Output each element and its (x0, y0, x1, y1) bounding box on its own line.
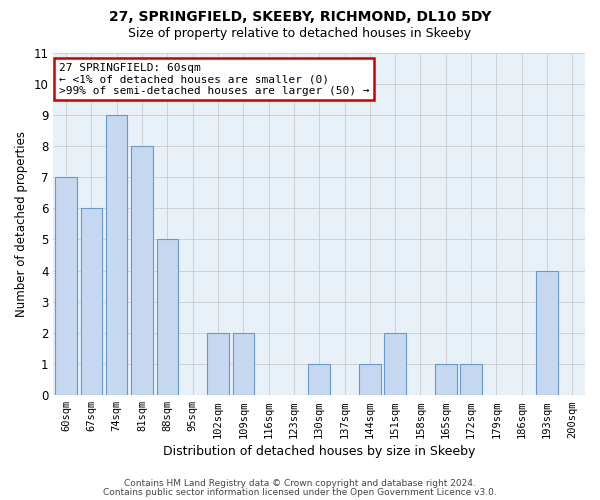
Bar (106, 115, 127, 395)
Text: Contains HM Land Registry data © Crown copyright and database right 2024.: Contains HM Land Registry data © Crown c… (124, 478, 476, 488)
Text: 27 SPRINGFIELD: 60sqm
← <1% of detached houses are smaller (0)
>99% of semi-deta: 27 SPRINGFIELD: 60sqm ← <1% of detached … (59, 63, 369, 96)
Bar (385, 333, 406, 395)
Bar (359, 364, 380, 395)
X-axis label: Distribution of detached houses by size in Skeeby: Distribution of detached houses by size … (163, 444, 475, 458)
Bar (207, 333, 229, 395)
Bar (80, 208, 102, 395)
Bar (536, 270, 558, 395)
Bar (131, 146, 153, 395)
Text: Contains public sector information licensed under the Open Government Licence v3: Contains public sector information licen… (103, 488, 497, 497)
Bar (157, 240, 178, 395)
Bar (308, 364, 330, 395)
Text: 27, SPRINGFIELD, SKEEBY, RICHMOND, DL10 5DY: 27, SPRINGFIELD, SKEEBY, RICHMOND, DL10 … (109, 10, 491, 24)
Text: Size of property relative to detached houses in Skeeby: Size of property relative to detached ho… (128, 28, 472, 40)
Bar (460, 364, 482, 395)
Y-axis label: Number of detached properties: Number of detached properties (15, 131, 28, 317)
Bar (435, 364, 457, 395)
Bar (233, 333, 254, 395)
Bar (55, 177, 77, 395)
